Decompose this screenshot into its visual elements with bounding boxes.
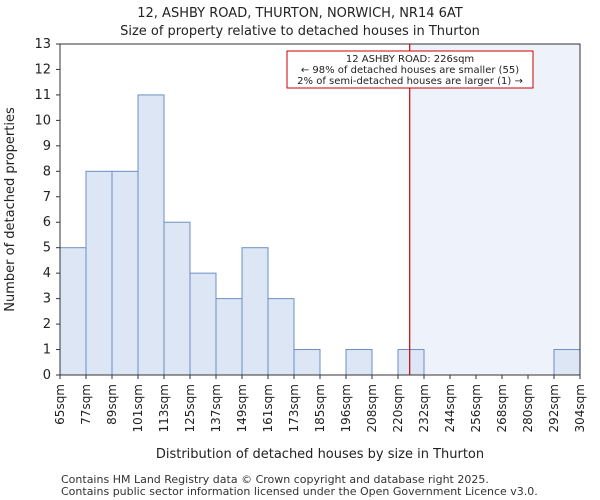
x-tick-label: 137sqm	[209, 384, 223, 432]
x-tick-label: 280sqm	[521, 384, 535, 432]
y-tick-label: 1	[43, 343, 51, 358]
histogram-bar	[397, 349, 425, 376]
y-tick-label: 3	[43, 292, 51, 307]
histogram-bar	[189, 272, 217, 376]
footer-line-1: Contains HM Land Registry data © Crown c…	[61, 473, 489, 486]
x-tick-label: 125sqm	[183, 384, 197, 432]
x-tick-label: 220sqm	[391, 384, 405, 432]
x-tick-label: 113sqm	[157, 384, 171, 432]
annotation-line: 12 ASHBY ROAD: 226sqm	[346, 54, 474, 65]
x-tick-label: 149sqm	[235, 384, 249, 432]
x-tick-label: 244sqm	[443, 384, 457, 432]
histogram-bar	[163, 221, 191, 376]
y-tick-label: 12	[34, 62, 51, 77]
histogram-bar	[85, 170, 113, 376]
annotation-line: 2% of semi-detached houses are larger (1…	[297, 76, 523, 87]
y-tick-label: 9	[43, 139, 51, 154]
y-tick-label: 4	[43, 266, 51, 281]
chart-subtitle: Size of property relative to detached ho…	[120, 24, 480, 39]
x-tick-label: 268sqm	[495, 384, 509, 432]
histogram-bar	[345, 349, 373, 376]
annotation-line: ← 98% of detached houses are smaller (55…	[301, 65, 519, 76]
histogram-bar	[137, 94, 165, 376]
histogram-bar	[59, 247, 87, 376]
x-tick-label: 173sqm	[287, 384, 301, 432]
x-tick-label: 292sqm	[547, 384, 561, 432]
y-tick-label: 5	[43, 241, 51, 256]
y-tick-label: 7	[43, 190, 51, 205]
x-tick-label: 89sqm	[105, 384, 119, 425]
histogram-bar	[215, 298, 243, 376]
y-tick-label: 10	[34, 113, 51, 128]
chart-title: 12, ASHBY ROAD, THURTON, NORWICH, NR14 6…	[137, 6, 463, 21]
y-tick-label: 11	[34, 88, 51, 103]
footer-line-2: Contains public sector information licen…	[61, 485, 538, 498]
y-tick-label: 2	[43, 317, 51, 332]
histogram-bar	[111, 170, 139, 376]
y-tick-label: 0	[43, 368, 51, 383]
x-tick-label: 196sqm	[339, 384, 353, 432]
histogram-bar	[293, 349, 321, 376]
x-axis-label: Distribution of detached houses by size …	[156, 447, 484, 462]
x-tick-label: 101sqm	[131, 384, 145, 432]
x-tick-label: 232sqm	[417, 384, 431, 432]
y-tick-label: 13	[34, 37, 51, 52]
histogram-bar	[241, 247, 269, 376]
x-tick-label: 185sqm	[313, 384, 327, 432]
x-tick-label: 256sqm	[469, 384, 483, 432]
y-axis-label: Number of detached properties	[3, 107, 18, 312]
larger-region-shade	[409, 44, 580, 375]
y-tick-label: 8	[43, 164, 51, 179]
x-tick-label: 161sqm	[261, 384, 275, 432]
annotation-box	[286, 50, 534, 89]
y-tick-label: 6	[43, 215, 51, 230]
x-tick-label: 65sqm	[53, 384, 67, 425]
x-tick-label: 208sqm	[365, 384, 379, 432]
x-tick-label: 304sqm	[573, 384, 587, 432]
histogram-bar	[267, 298, 295, 376]
histogram-bar	[553, 349, 581, 376]
x-tick-label: 77sqm	[79, 384, 93, 425]
